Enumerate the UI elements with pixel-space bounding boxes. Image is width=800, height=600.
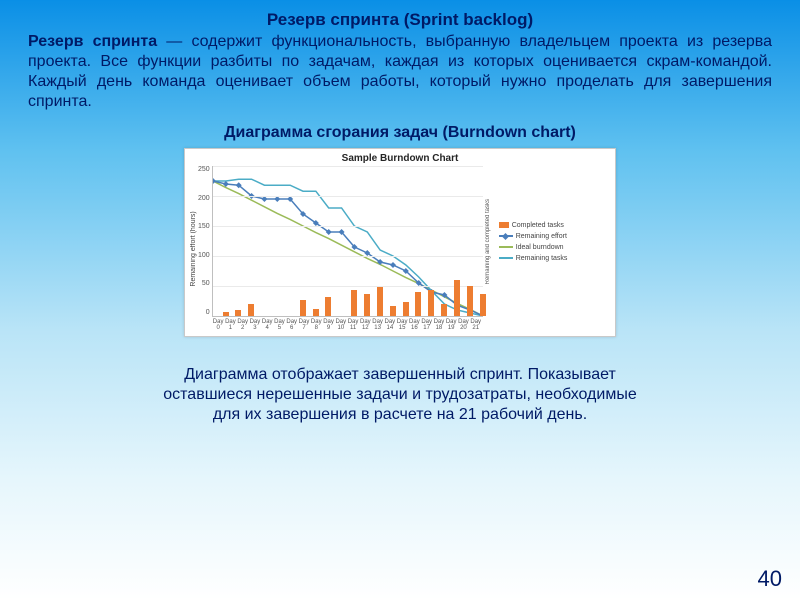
x-tick: Day12 bbox=[359, 319, 371, 332]
x-tick: Day5 bbox=[273, 319, 285, 332]
legend-label: Completed tasks bbox=[512, 222, 564, 229]
x-tick: Day1 bbox=[224, 319, 236, 332]
series-line bbox=[213, 179, 483, 316]
x-tick: Day10 bbox=[335, 319, 347, 332]
y-axis-right-label: Remaining and completed tasks bbox=[483, 199, 493, 284]
x-tick: Day11 bbox=[347, 319, 359, 332]
legend-swatch-line bbox=[499, 235, 513, 237]
para-lead: Резерв спринта bbox=[28, 33, 157, 50]
gridline bbox=[213, 196, 483, 197]
series-marker bbox=[300, 211, 306, 217]
caption-line: оставшиеся нерешенные задачи и трудозатр… bbox=[28, 385, 772, 405]
bar bbox=[415, 292, 421, 316]
y-tick: 200 bbox=[198, 195, 210, 202]
bar bbox=[223, 312, 229, 316]
gridline bbox=[213, 256, 483, 257]
legend-completed-tasks: Completed tasks bbox=[499, 222, 568, 229]
slide: Резерв спринта (Sprint backlog) Резерв с… bbox=[0, 0, 800, 600]
y-tick: 150 bbox=[198, 223, 210, 230]
x-ticks: Day0Day1Day2Day3Day4Day5Day6Day7Day8Day9… bbox=[212, 317, 482, 332]
series-line bbox=[213, 181, 483, 316]
caption: Диаграмма отображает завершенный спринт.… bbox=[28, 365, 772, 425]
plot-area bbox=[212, 166, 483, 317]
page-number: 40 bbox=[758, 566, 782, 592]
bar bbox=[480, 294, 486, 316]
x-tick: Day4 bbox=[261, 319, 273, 332]
x-tick: Day7 bbox=[298, 319, 310, 332]
y-tick: 50 bbox=[198, 280, 210, 287]
legend-swatch-line bbox=[499, 257, 513, 259]
bar bbox=[428, 290, 434, 316]
x-tick: Day14 bbox=[384, 319, 396, 332]
bar bbox=[377, 287, 383, 316]
legend-swatch-line bbox=[499, 246, 513, 248]
x-tick: Day8 bbox=[310, 319, 322, 332]
series-line bbox=[213, 181, 483, 316]
gridline bbox=[213, 286, 483, 287]
legend-ideal: Ideal burndown bbox=[499, 244, 568, 251]
legend-label: Ideal burndown bbox=[516, 244, 564, 251]
series-marker bbox=[223, 181, 229, 187]
x-tick: Day3 bbox=[249, 319, 261, 332]
y-tick: 0 bbox=[198, 309, 210, 316]
bar bbox=[235, 310, 241, 316]
x-tick: Day2 bbox=[237, 319, 249, 332]
legend-swatch-bar bbox=[499, 222, 509, 228]
bar bbox=[403, 302, 409, 316]
series-marker bbox=[377, 259, 383, 265]
y-tick: 250 bbox=[198, 166, 210, 173]
bar bbox=[300, 300, 306, 316]
caption-line: Диаграмма отображает завершенный спринт.… bbox=[28, 365, 772, 385]
legend-label: Remaining tasks bbox=[516, 255, 568, 262]
x-tick: Day19 bbox=[445, 319, 457, 332]
x-tick: Day20 bbox=[457, 319, 469, 332]
x-tick: Day6 bbox=[286, 319, 298, 332]
x-tick: Day13 bbox=[371, 319, 383, 332]
line-layer bbox=[213, 166, 483, 316]
section-title: Резерв спринта (Sprint backlog) bbox=[28, 10, 772, 30]
bar bbox=[248, 304, 254, 316]
bar bbox=[325, 297, 331, 316]
x-tick: Day17 bbox=[421, 319, 433, 332]
caption-line: для их завершения в расчете на 21 рабочи… bbox=[28, 405, 772, 425]
burndown-chart: Sample Burndown Chart Remaining effort (… bbox=[184, 148, 616, 337]
legend-remaining-tasks: Remaining tasks bbox=[499, 255, 568, 262]
x-tick: Day16 bbox=[408, 319, 420, 332]
chart-body: Remaining effort (hours) 250 200 150 100 50 0… bbox=[185, 166, 615, 336]
x-tick: Day15 bbox=[396, 319, 408, 332]
x-tick: Day21 bbox=[470, 319, 482, 332]
plot-wrap: 250 200 150 100 50 0 Remaining and completed … bbox=[198, 166, 611, 332]
series-marker bbox=[390, 262, 396, 268]
series-marker bbox=[403, 268, 409, 274]
y-axis-left-label: Remaining effort (hours) bbox=[189, 166, 198, 332]
section-paragraph: Резерв спринта — содержит функциональнос… bbox=[28, 32, 772, 112]
x-tick: Day18 bbox=[433, 319, 445, 332]
series-marker bbox=[235, 182, 241, 188]
series-marker bbox=[325, 229, 331, 235]
x-tick: Day9 bbox=[322, 319, 334, 332]
series-marker bbox=[213, 178, 216, 184]
plot-and-ticks: 250 200 150 100 50 0 Remaining and completed … bbox=[198, 166, 611, 317]
legend: Completed tasks Remaining effort Ideal b… bbox=[493, 166, 568, 317]
bar bbox=[313, 309, 319, 316]
y-tick: 100 bbox=[198, 252, 210, 259]
legend-remaining-effort: Remaining effort bbox=[499, 233, 568, 240]
bar bbox=[441, 304, 447, 316]
y-ticks: 250 200 150 100 50 0 bbox=[198, 166, 212, 316]
bar bbox=[351, 290, 357, 316]
series-marker bbox=[338, 229, 344, 235]
bar bbox=[454, 280, 460, 316]
chart-subtitle: Диаграмма сгорания задач (Burndown chart… bbox=[28, 124, 772, 142]
x-tick: Day0 bbox=[212, 319, 224, 332]
bar bbox=[390, 306, 396, 316]
bar bbox=[467, 286, 473, 316]
series-marker bbox=[351, 244, 357, 250]
gridline bbox=[213, 166, 483, 167]
series-marker bbox=[441, 292, 447, 298]
legend-label: Remaining effort bbox=[516, 233, 567, 240]
chart-title: Sample Burndown Chart bbox=[185, 149, 615, 166]
bar bbox=[364, 294, 370, 316]
gridline bbox=[213, 226, 483, 227]
